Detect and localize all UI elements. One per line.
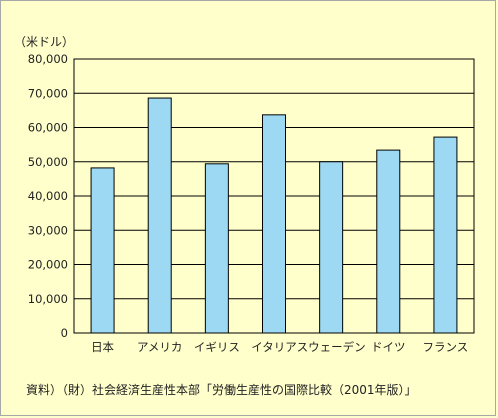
x-axis-labels: 日本 アメリカ イギリス イタリア スウェーデン ドイツ フランス [91, 340, 468, 354]
bar-0 [90, 167, 115, 334]
x-tick-label: フランス [423, 340, 469, 354]
bar-4 [319, 161, 344, 334]
bar-2 [204, 163, 229, 334]
bar-1 [147, 97, 172, 334]
y-tick-label: 60,000 [28, 121, 68, 135]
y-tick-label: 30,000 [28, 223, 68, 237]
source-note: 資料）（財）社会経済生産性本部「労働生産性の国際比較（2001年版）」 [26, 383, 417, 397]
y-tick-label: 0 [61, 326, 68, 340]
bar-3 [262, 114, 286, 334]
y-tick-label: 20,000 [28, 258, 68, 272]
y-unit-label: （米ドル） [14, 35, 74, 49]
x-tick-label: アメリカ [137, 340, 182, 354]
y-tick-label: 80,000 [28, 52, 68, 66]
x-tick-label: イギリス [194, 340, 240, 354]
y-tick-label: 10,000 [28, 292, 68, 306]
x-tick-label: ドイツ [371, 340, 406, 354]
bars [90, 97, 458, 334]
y-tick-label: 50,000 [28, 155, 68, 169]
y-tick-label: 40,000 [28, 189, 68, 203]
x-tick-label: 日本 [91, 340, 114, 354]
y-axis-ticks: 0 10,000 20,000 30,000 40,000 50,000 60,000 70,… [28, 52, 68, 340]
y-tick-label: 70,000 [28, 86, 68, 100]
bar-6 [433, 136, 458, 334]
bar-5 [376, 149, 401, 334]
x-tick-label: イタリア [251, 340, 297, 354]
x-tick-label: スウェーデン [297, 340, 366, 354]
